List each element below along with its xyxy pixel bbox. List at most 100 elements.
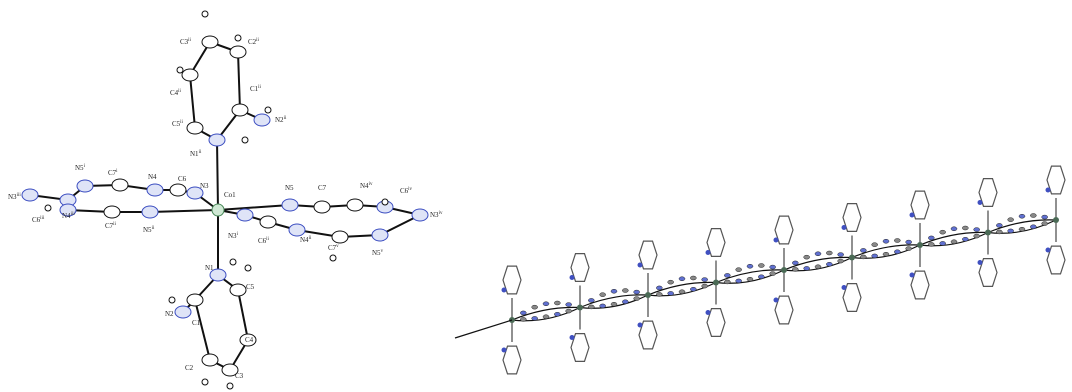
chain-atom	[702, 284, 708, 288]
chain-atom	[906, 240, 912, 244]
n-atom	[412, 209, 428, 221]
c-atom	[187, 294, 203, 306]
chain-atom	[532, 316, 538, 320]
chain-atom	[996, 223, 1002, 227]
chain-atom	[815, 252, 821, 256]
c-atom	[260, 216, 276, 228]
h-atom	[330, 255, 336, 261]
n-atom	[282, 199, 298, 211]
atom-label: C7ii	[105, 222, 117, 230]
atom-superscript: ii	[180, 120, 183, 125]
atom-label: C4ii	[170, 89, 182, 97]
atom-label: N4ii	[300, 236, 312, 244]
chain-atom	[634, 290, 640, 294]
chain-atom	[690, 276, 696, 280]
c-atom	[202, 36, 218, 48]
atom-label: N3	[200, 182, 209, 190]
chain-atom	[996, 230, 1002, 234]
atom-label: C1	[192, 319, 201, 327]
chain-atom	[940, 241, 946, 245]
chain-atom	[1042, 222, 1048, 226]
co-center	[645, 292, 651, 298]
atom-label: C1ii	[250, 85, 262, 93]
atom-label: N2ii	[275, 116, 287, 124]
chain-atom	[951, 240, 957, 244]
atom-name: C4	[245, 336, 254, 344]
chain-atom	[860, 255, 866, 259]
n-atom	[237, 209, 253, 221]
chain-atom	[815, 265, 821, 269]
chain-atom	[566, 309, 572, 313]
chain-atom	[656, 286, 662, 290]
chain-atom	[668, 280, 674, 284]
ring-n	[706, 250, 711, 255]
co-center	[577, 305, 583, 311]
h-atom	[245, 265, 251, 271]
ring-n	[502, 348, 507, 353]
atom-superscript: ii	[258, 85, 261, 90]
atoms	[22, 11, 428, 389]
co-atom	[212, 204, 224, 216]
chain-atom	[724, 273, 730, 277]
chain-atom	[543, 302, 549, 306]
c-atom	[112, 179, 128, 191]
atom-superscript: ii	[284, 116, 287, 121]
chain-atom	[690, 287, 696, 291]
atom-label: C7i	[108, 169, 118, 177]
atom-superscript: ii	[309, 236, 312, 241]
chain-atom	[554, 301, 560, 305]
atom-name: N2	[165, 310, 174, 318]
chain-atom	[600, 293, 606, 297]
chain-atom	[872, 243, 878, 247]
chain-atom	[792, 267, 798, 271]
ring-n	[570, 275, 575, 280]
atom-label: N3iv	[430, 211, 443, 219]
atom-name: C3	[235, 372, 244, 380]
ring-n	[1046, 248, 1051, 253]
atom-name: N5	[285, 184, 294, 192]
c-atom	[182, 69, 198, 81]
c-atom	[314, 201, 330, 213]
chain-atom	[804, 255, 810, 259]
chain-atom	[770, 265, 776, 269]
chain-atom	[679, 277, 685, 281]
co-center	[985, 230, 991, 236]
chain-end	[455, 320, 512, 338]
chain-atom	[588, 298, 594, 302]
chain-atom	[758, 275, 764, 279]
co-center	[713, 280, 719, 286]
chain-atom	[770, 272, 776, 276]
atom-superscript: iv	[408, 187, 412, 192]
atom-superscript: i	[116, 169, 118, 174]
c-atom	[230, 46, 246, 58]
atom-label: C6iii	[32, 216, 45, 224]
figure: C3iiC2iiC4iiC1iiN2iiC5iiN1iiN5iC7iN4C6N3…	[0, 0, 1072, 392]
co-center	[849, 255, 855, 261]
n-atom	[254, 114, 270, 126]
atom-label: N5v	[372, 249, 384, 257]
co-center	[781, 267, 787, 273]
ring-n	[978, 200, 983, 205]
atom-label: C6iv	[400, 187, 413, 195]
atom-name: C1	[192, 319, 201, 327]
n-atom	[147, 184, 163, 196]
atom-name: N3	[200, 182, 209, 190]
chain-atom	[611, 302, 617, 306]
chain-atom	[758, 264, 764, 268]
atom-name: C7	[318, 184, 327, 192]
n-atom	[175, 306, 191, 318]
chain-atom	[566, 303, 572, 307]
ring-n	[638, 263, 643, 268]
h-atom	[242, 137, 248, 143]
chain-atom	[838, 259, 844, 263]
chain-atom	[532, 305, 538, 309]
c-atom	[332, 231, 348, 243]
h-atom	[227, 383, 233, 389]
atom-superscript: v	[381, 249, 384, 254]
chain-atom	[622, 300, 628, 304]
h-atom	[382, 199, 388, 205]
co-center	[917, 242, 923, 248]
n-atom	[22, 189, 38, 201]
n-atom	[209, 134, 225, 146]
atom-superscript: ii	[152, 226, 155, 231]
